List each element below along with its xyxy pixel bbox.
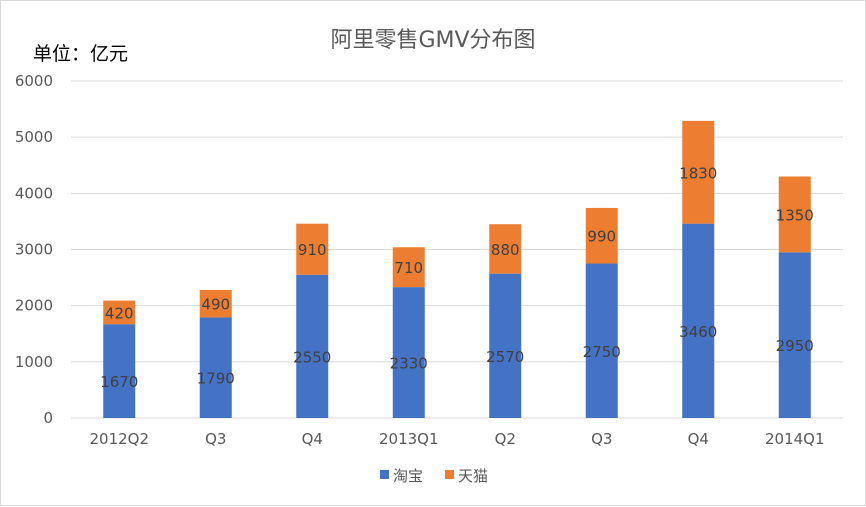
x-tick-label: 2014Q1 [765, 430, 825, 448]
chart-title: 阿里零售GMV分布图 [330, 28, 535, 53]
y-tick-label: 2000 [15, 297, 53, 315]
data-label: 910 [298, 241, 327, 259]
bar-taobao [489, 273, 522, 418]
bar-tmall [585, 207, 618, 264]
bar-taobao [585, 263, 618, 418]
data-label: 880 [491, 241, 520, 259]
bar-taobao [682, 223, 715, 418]
x-tick-label: 2013Q1 [379, 430, 439, 448]
bar-taobao [103, 324, 136, 418]
data-label: 2330 [390, 355, 428, 373]
x-axis-ticks: 2012Q2 Q3 Q4 2013Q1 Q2 Q3 Q4 2014Q1 [89, 430, 824, 448]
bar-tmall [392, 247, 425, 288]
data-label: 490 [201, 296, 230, 314]
bar-tmall [199, 289, 232, 318]
data-label: 2570 [486, 348, 524, 366]
bar-taobao [199, 317, 232, 418]
y-tick-label: 1000 [15, 353, 53, 371]
x-tick-label: Q2 [495, 430, 516, 448]
data-label: 3460 [679, 323, 717, 341]
data-label: 1790 [197, 370, 235, 388]
data-label: 710 [394, 259, 423, 277]
x-tick-label: Q3 [205, 430, 226, 448]
data-label: 420 [105, 304, 134, 322]
legend-label: 天猫 [458, 467, 488, 485]
bar-tmall [682, 120, 715, 224]
x-tick-label: Q4 [302, 430, 323, 448]
gridlines [71, 80, 843, 419]
legend-swatch [380, 470, 389, 479]
legend-swatch [445, 470, 454, 479]
data-label: 1670 [100, 373, 138, 391]
y-tick-label: 5000 [15, 128, 53, 146]
data-label: 1350 [776, 206, 814, 224]
unit-label: 单位：亿元 [33, 43, 128, 65]
y-axis-ticks: 0 1000 2000 3000 4000 5000 6000 [15, 72, 53, 427]
y-tick-label: 6000 [15, 72, 53, 90]
data-label: 990 [587, 228, 616, 246]
data-label: 2550 [293, 348, 331, 366]
y-tick-label: 0 [43, 409, 53, 427]
bar-taobao [296, 274, 329, 418]
bar-taobao [778, 252, 811, 418]
bar-tmall [103, 300, 136, 325]
x-tick-label: Q4 [688, 430, 709, 448]
x-tick-label: 2012Q2 [89, 430, 149, 448]
data-label: 2750 [583, 343, 621, 361]
bar-tmall [489, 224, 522, 274]
data-labels: 1670 420 1790 490 2550 910 2330 710 2570 880 2750 9… [100, 164, 814, 391]
legend: 淘宝 天猫 [380, 467, 488, 485]
data-label: 1830 [679, 164, 717, 182]
bars [103, 120, 811, 418]
bar-tmall [296, 223, 329, 275]
y-tick-label: 3000 [15, 241, 53, 259]
data-label: 2950 [776, 337, 814, 355]
y-tick-label: 4000 [15, 184, 53, 202]
x-tick-label: Q3 [591, 430, 612, 448]
bar-tmall [778, 176, 811, 253]
legend-label: 淘宝 [393, 467, 423, 485]
bar-taobao [392, 287, 425, 418]
